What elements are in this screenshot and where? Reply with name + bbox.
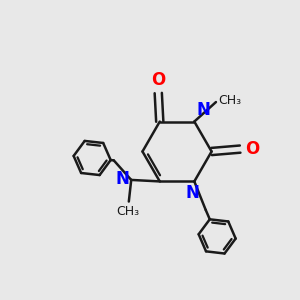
Text: O: O [244,140,259,158]
Text: CH₃: CH₃ [218,94,242,107]
Text: N: N [197,101,211,119]
Text: CH₃: CH₃ [116,206,139,218]
Text: N: N [186,184,200,202]
Text: O: O [151,71,165,89]
Text: N: N [116,170,130,188]
